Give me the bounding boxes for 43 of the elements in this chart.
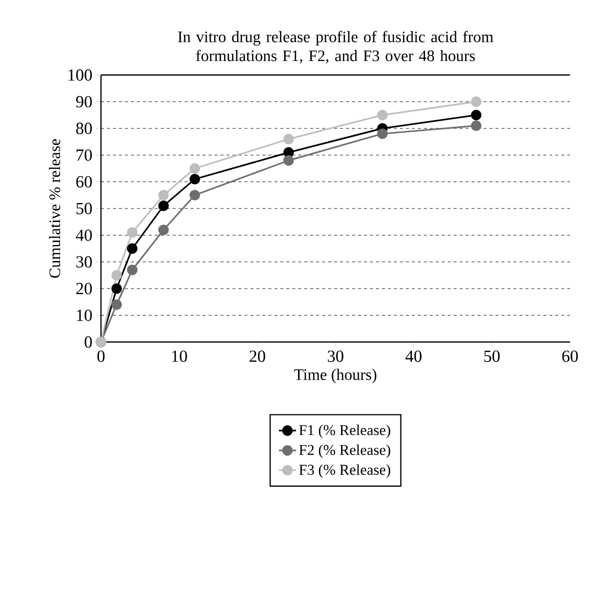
x-tick-label: 20	[250, 350, 266, 362]
point	[190, 190, 200, 200]
x-tick-label: 60	[562, 350, 578, 362]
x-tick-label: 50	[484, 350, 500, 362]
point	[111, 283, 122, 294]
legend-label: F3 (% Release)	[299, 464, 390, 478]
x-axis-title: Time (hours)	[294, 368, 376, 384]
point	[158, 200, 169, 212]
point	[470, 120, 482, 132]
point	[377, 110, 388, 120]
y-tick-label: 80	[76, 122, 92, 134]
y-tick-label: 60	[76, 176, 92, 188]
point	[126, 243, 138, 254]
point	[470, 110, 482, 120]
y-tick-label: 30	[76, 256, 92, 268]
point	[470, 96, 482, 107]
point	[126, 227, 138, 238]
point	[283, 134, 294, 144]
x-tick-label: 0	[97, 350, 105, 362]
y-axis-title: Cumulative % release	[48, 139, 60, 278]
y-tick-label: 0	[84, 336, 92, 348]
point	[126, 264, 138, 276]
y-tick-label: 70	[76, 149, 92, 161]
x-tick-label: 10	[172, 350, 187, 362]
y-tick-label: 50	[76, 202, 92, 214]
y-tick-label: 90	[76, 96, 92, 108]
legend-label: F2 (% Release)	[299, 444, 390, 458]
y-tick-label: 100	[68, 69, 92, 81]
x-tick-label: 30	[328, 350, 344, 362]
point	[190, 174, 200, 184]
point	[190, 163, 200, 174]
legend-label: F1 (% Release)	[299, 424, 390, 438]
point	[283, 155, 294, 166]
y-tick-label: 20	[76, 282, 92, 294]
y-tick-label: 40	[76, 229, 92, 241]
point	[158, 224, 169, 236]
point	[111, 299, 122, 310]
point	[158, 190, 169, 200]
x-tick-label: 40	[406, 350, 422, 362]
point	[111, 270, 122, 281]
point	[377, 128, 388, 140]
chart-title: In vitro drug release profile of fusidic acid from formulations F1, F2, and F3 over 48 hours	[178, 30, 494, 64]
y-tick-label: 10	[77, 310, 92, 322]
